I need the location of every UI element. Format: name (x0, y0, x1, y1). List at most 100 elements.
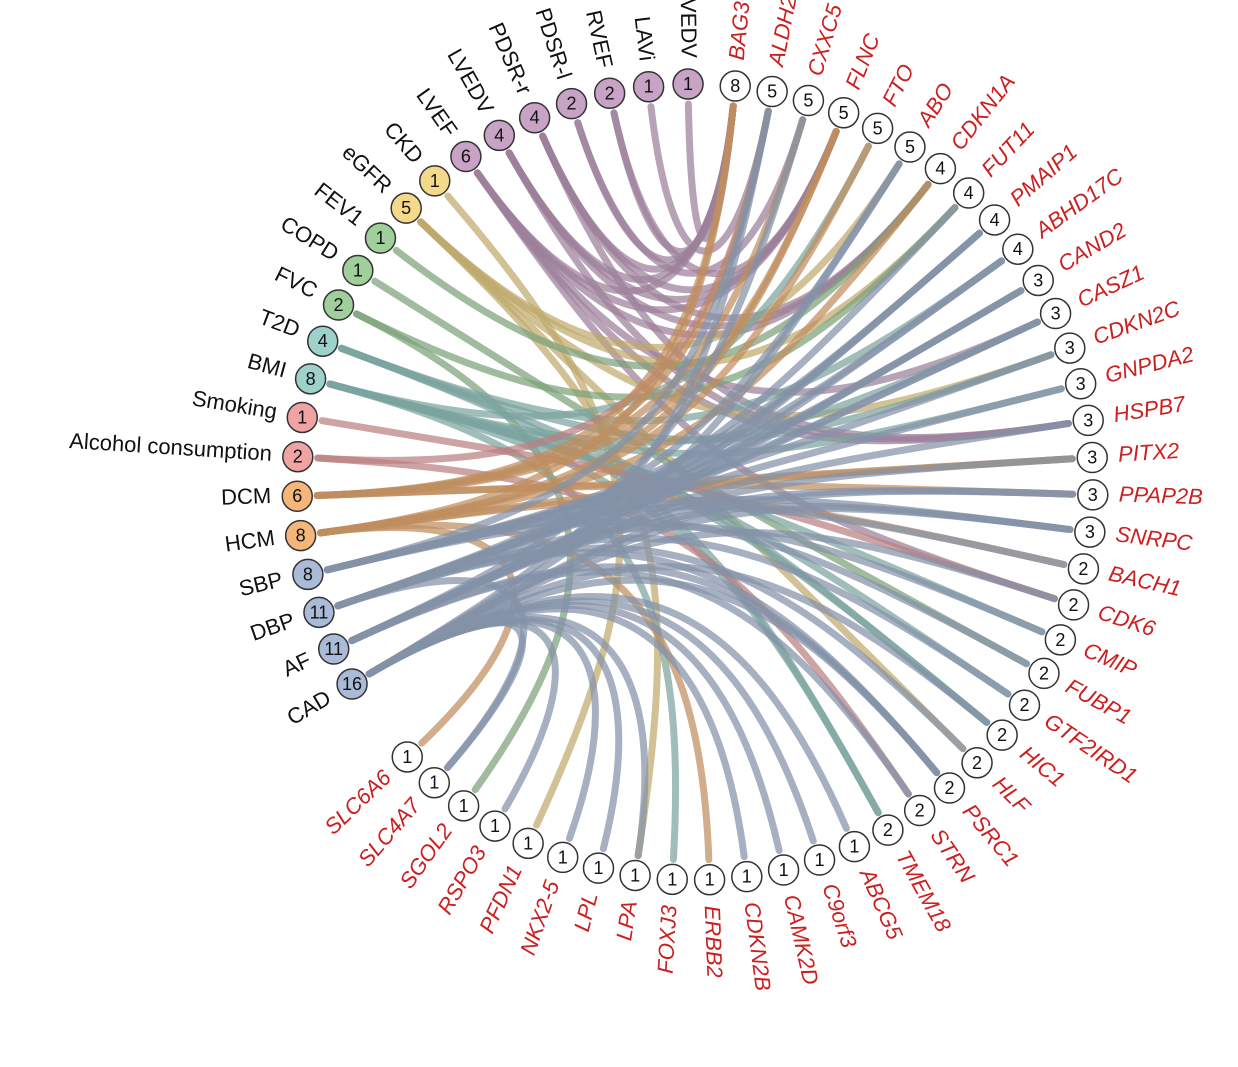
node-count-slc4a7: 1 (429, 773, 439, 793)
node-count-hcm: 8 (296, 526, 306, 546)
node-pfdn1: 1 (512, 827, 544, 860)
gene-label-foxj3: FOXJ3 (653, 904, 682, 975)
node-circle-sgol2 (447, 790, 480, 822)
node-hic1: 2 (986, 719, 1018, 751)
node-circle-pdsr-r (518, 101, 551, 134)
node-count-aldh2: 5 (767, 82, 777, 102)
node-count-cdk6: 2 (1069, 595, 1079, 615)
gene-label-lpl: LPL (569, 890, 603, 934)
node-count-gnpda2: 3 (1076, 374, 1086, 394)
node-cdkn1a: 4 (924, 152, 957, 185)
gene-label-hic1: HIC1 (1015, 741, 1070, 792)
gene-label-nkx2-5: NKX2-5 (515, 876, 564, 958)
node-circle-slc4a7 (418, 766, 451, 799)
node-bach1: 2 (1067, 553, 1100, 585)
node-bmi: 8 (294, 363, 327, 395)
node-circle-bmi (294, 363, 327, 395)
gene-label-bag3: BAG3 (724, 0, 755, 61)
node-count-fev1: 1 (375, 228, 385, 248)
node-count-fto: 5 (873, 118, 883, 138)
node-rvedv: 1 (672, 68, 704, 100)
gene-label-cmip: CMIP (1080, 637, 1141, 682)
node-circle-rvedv (672, 68, 704, 100)
link-alcohol-consumption-strn (314, 454, 912, 798)
node-count-cmip: 2 (1055, 630, 1065, 650)
node-circle-nkx2-5 (546, 841, 579, 874)
node-circle-cdk6 (1057, 589, 1090, 621)
node-circle-pitx2 (1076, 441, 1108, 474)
node-circle-hcm (284, 519, 317, 552)
node-count-lpl: 1 (593, 858, 603, 878)
node-circle-foxj3 (656, 863, 689, 896)
node-count-ckd: 1 (430, 171, 440, 191)
gene-label-aldh2: ALDH2 (763, 0, 802, 70)
node-circle-rspo3 (479, 810, 511, 842)
link-cad-aldh2 (365, 107, 772, 678)
link-dbp-cmip (334, 523, 1046, 636)
node-lavi: 1 (632, 70, 665, 103)
node-count-bmi: 8 (306, 369, 316, 389)
node-fev1: 1 (364, 222, 397, 254)
node-pdsr-l: 2 (555, 87, 588, 120)
node-count-erbb2: 1 (705, 870, 715, 890)
node-fvc: 2 (322, 289, 355, 321)
trait-label-t2d: T2D (256, 304, 304, 342)
node-count-camk2d: 1 (779, 860, 789, 880)
node-count-pitx2: 3 (1087, 447, 1097, 467)
node-circle-fev1 (364, 222, 397, 254)
node-snrpc: 3 (1074, 516, 1106, 548)
node-count-rspo3: 1 (490, 816, 500, 836)
gene-label-casz1: CASZ1 (1073, 260, 1148, 313)
node-count-c9orf3: 1 (815, 850, 825, 870)
node-flnc: 5 (827, 97, 860, 129)
node-circle-lpl (582, 852, 615, 884)
node-fut11: 4 (952, 177, 985, 209)
node-circle-lvedv (483, 119, 516, 152)
node-copd: 1 (342, 254, 374, 287)
node-circle-psrc1 (933, 772, 966, 804)
node-circle-lavi (632, 70, 665, 103)
node-circle-cdkn1a (924, 152, 957, 185)
trait-label-bmi: BMI (245, 348, 289, 382)
trait-label-sbp: SBP (236, 567, 285, 602)
node-circle-alcohol-consumption (282, 440, 314, 473)
node-count-strn: 2 (915, 801, 925, 821)
node-count-foxj3: 1 (667, 869, 677, 889)
trait-label-lavi: LAVi (630, 15, 660, 62)
node-lpl: 1 (582, 852, 615, 884)
node-circle-snrpc (1074, 516, 1106, 548)
trait-label-rvedv: RVEDV (675, 0, 701, 59)
node-count-nkx2-5: 1 (558, 847, 568, 867)
node-count-abo: 5 (905, 137, 915, 157)
node-circle-ppap2b (1077, 479, 1109, 511)
node-circle-rvef (593, 77, 626, 110)
trait-label-fev1: FEV1 (310, 177, 369, 230)
node-circle-casz1 (1039, 297, 1072, 330)
trait-label-copd: COPD (276, 211, 343, 266)
node-circle-fubp1 (1028, 657, 1060, 690)
trait-label-egfr: eGFR (337, 140, 397, 199)
node-circle-erbb2 (693, 863, 726, 896)
node-circle-dcm (281, 480, 314, 512)
node-count-flnc: 5 (839, 103, 849, 123)
node-circle-copd (342, 254, 374, 287)
gene-label-cxxc5: CXXC5 (802, 0, 847, 78)
node-abhd17c: 4 (1002, 233, 1034, 265)
trait-label-fvc: FVC (271, 261, 322, 303)
node-erbb2: 1 (693, 863, 726, 896)
node-fto: 5 (861, 112, 894, 145)
node-count-dcm: 6 (292, 486, 302, 506)
trait-label-pdsr-l: PDSR-l (530, 5, 577, 82)
node-circle-fto (861, 112, 894, 145)
node-count-cdkn2c: 3 (1065, 338, 1075, 358)
node-count-hspb7: 3 (1083, 410, 1093, 430)
node-aldh2: 5 (756, 75, 788, 108)
node-count-fubp1: 2 (1039, 663, 1049, 683)
gene-label-bach1: BACH1 (1106, 561, 1183, 601)
node-circle-sbp (292, 558, 324, 591)
node-count-smoking: 1 (297, 407, 307, 427)
gene-label-abo: ABO (911, 78, 958, 132)
trait-label-pdsr-r: PDSR-r (484, 19, 537, 98)
node-count-lvef: 6 (461, 147, 471, 167)
